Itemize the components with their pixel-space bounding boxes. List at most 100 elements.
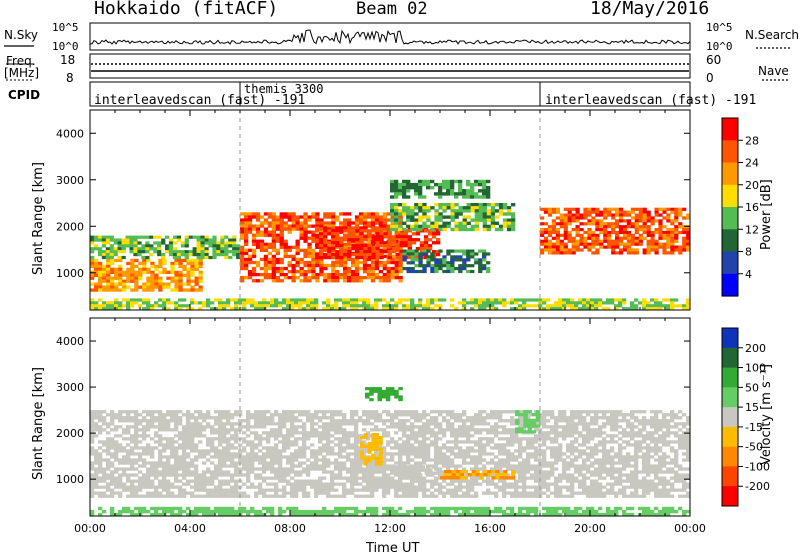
data-cell (555, 207, 560, 211)
data-cell (370, 488, 375, 492)
data-cell (490, 440, 495, 444)
data-cell (363, 238, 368, 242)
data-cell (402, 491, 407, 495)
data-cell (134, 437, 139, 441)
data-cell (110, 422, 115, 426)
data-cell (218, 443, 223, 447)
data-cell (278, 425, 283, 429)
data-cell (458, 419, 463, 423)
data-cell (634, 222, 639, 226)
data-cell (446, 458, 451, 462)
data-cell (158, 288, 163, 292)
data-cell (418, 218, 423, 222)
data-cell (438, 186, 443, 190)
data-cell (486, 301, 491, 305)
data-cell (335, 257, 340, 262)
data-cell (94, 285, 99, 289)
data-cell (486, 488, 491, 492)
data-cell (98, 485, 103, 489)
data-cell (94, 413, 99, 417)
data-cell (414, 224, 419, 229)
data-cell (607, 245, 612, 249)
data-cell (258, 467, 263, 471)
data-cell (474, 215, 479, 219)
data-cell (446, 425, 451, 429)
data-cell (166, 461, 171, 465)
data-cell (311, 273, 316, 277)
data-cell (210, 446, 215, 450)
data-cell (482, 182, 487, 187)
data-cell (575, 210, 580, 214)
data-cell (162, 285, 167, 289)
data-cell (466, 491, 471, 495)
data-cell (414, 446, 419, 450)
data-cell (122, 467, 127, 471)
data-cell (506, 218, 512, 222)
data-cell (466, 431, 471, 435)
data-cell (494, 446, 499, 450)
data-cell (298, 304, 303, 308)
data-cell (210, 437, 215, 441)
data-cell (214, 428, 219, 432)
data-cell (354, 488, 359, 492)
data-cell (174, 276, 179, 280)
data-cell (106, 422, 111, 426)
data-cell (190, 422, 195, 426)
data-cell (615, 219, 620, 223)
data-cell (355, 241, 360, 245)
data-cell (426, 437, 431, 441)
data-cell (390, 206, 395, 210)
data-cell (306, 301, 311, 305)
data-cell (498, 227, 504, 232)
data-cell (458, 189, 463, 193)
data-cell (234, 482, 239, 486)
data-cell (114, 455, 119, 459)
data-cell (382, 470, 387, 474)
data-cell (110, 279, 115, 283)
data-cell (522, 467, 527, 471)
data-cell (306, 304, 311, 308)
data-cell (470, 446, 475, 450)
data-cell (200, 247, 205, 251)
data-cell (254, 307, 259, 311)
data-cell (110, 276, 115, 280)
data-cell (442, 428, 447, 432)
data-cell (351, 229, 356, 233)
data-cell (334, 419, 339, 423)
data-cell (540, 222, 545, 226)
data-cell (98, 461, 103, 465)
data-cell (422, 179, 427, 184)
data-cell (190, 431, 195, 435)
data-cell (180, 250, 185, 254)
data-cell (482, 449, 487, 453)
data-cell (170, 419, 175, 423)
data-cell (204, 235, 209, 239)
data-cell (450, 416, 455, 420)
data-cell (446, 221, 451, 225)
data-cell (666, 251, 671, 255)
data-cell (178, 437, 183, 441)
data-cell (314, 413, 319, 417)
data-cell (94, 416, 99, 420)
data-cell (311, 254, 316, 259)
data-cell (330, 494, 335, 498)
data-cell (354, 276, 360, 280)
data-cell (150, 307, 155, 311)
data-cell (410, 206, 415, 210)
data-cell (109, 238, 114, 242)
data-cell (186, 479, 191, 483)
data-cell (194, 464, 199, 468)
data-cell (294, 488, 299, 492)
data-cell (224, 235, 229, 239)
data-cell (154, 473, 159, 477)
data-cell (390, 179, 395, 184)
data-cell (350, 482, 355, 486)
data-cell (246, 479, 251, 483)
data-cell (178, 282, 183, 286)
data-cell (511, 227, 516, 232)
data-cell (438, 195, 443, 199)
data-cell (166, 467, 171, 471)
data-cell (90, 446, 95, 450)
data-cell (662, 236, 667, 240)
data-cell (514, 491, 519, 495)
